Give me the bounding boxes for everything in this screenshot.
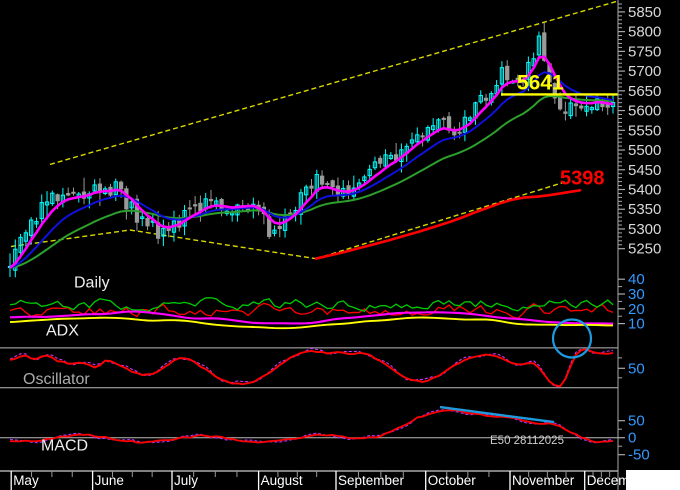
svg-text:5750: 5750	[628, 43, 661, 60]
svg-text:5600: 5600	[628, 103, 661, 120]
svg-text:5400: 5400	[628, 182, 661, 199]
svg-text:September: September	[338, 473, 405, 488]
svg-text:30: 30	[628, 286, 645, 303]
svg-text:July: July	[174, 473, 198, 488]
svg-text:10: 10	[628, 316, 645, 333]
svg-text:5450: 5450	[628, 162, 661, 179]
svg-text:5850: 5850	[628, 4, 661, 21]
svg-text:5550: 5550	[628, 122, 661, 139]
svg-text:0: 0	[628, 430, 636, 447]
svg-text:5800: 5800	[628, 24, 661, 41]
svg-text:5641: 5641	[517, 71, 564, 94]
svg-text:20: 20	[628, 301, 645, 318]
svg-text:50: 50	[628, 413, 645, 430]
svg-text:May: May	[13, 473, 39, 488]
svg-text:MACD: MACD	[41, 438, 88, 455]
svg-text:5300: 5300	[628, 221, 661, 238]
svg-text:Oscillator: Oscillator	[23, 371, 90, 388]
svg-text:October: October	[428, 473, 477, 488]
svg-text:November: November	[512, 473, 575, 488]
svg-text:ADX: ADX	[46, 323, 79, 340]
svg-text:50: 50	[628, 360, 645, 377]
svg-text:5350: 5350	[628, 201, 661, 218]
svg-text:5650: 5650	[628, 83, 661, 100]
svg-text:E50 28112025: E50 28112025	[490, 435, 564, 447]
svg-text:June: June	[95, 473, 124, 488]
svg-text:August: August	[261, 473, 303, 488]
svg-text:Daily: Daily	[74, 275, 110, 292]
svg-text:5500: 5500	[628, 142, 661, 159]
svg-text:5700: 5700	[628, 63, 661, 80]
svg-text:40: 40	[628, 271, 645, 288]
svg-text:-50: -50	[628, 447, 650, 464]
svg-text:5250: 5250	[628, 241, 661, 258]
svg-text:5398: 5398	[560, 167, 605, 189]
